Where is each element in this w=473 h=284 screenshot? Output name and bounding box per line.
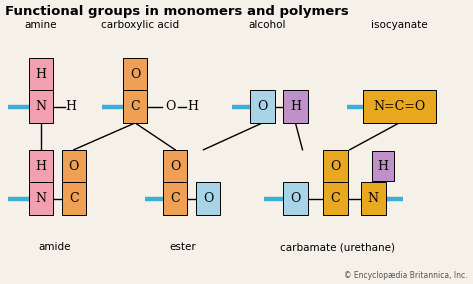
Text: C: C xyxy=(130,100,140,113)
Text: carboxylic acid: carboxylic acid xyxy=(101,20,179,30)
FancyBboxPatch shape xyxy=(283,90,308,123)
Text: O: O xyxy=(165,100,175,113)
Text: amine: amine xyxy=(25,20,57,30)
Text: O: O xyxy=(290,192,301,205)
Text: C: C xyxy=(331,192,341,205)
Text: C: C xyxy=(69,192,79,205)
Text: N: N xyxy=(35,192,46,205)
FancyBboxPatch shape xyxy=(323,150,348,182)
Text: Functional groups in monomers and polymers: Functional groups in monomers and polyme… xyxy=(5,5,349,18)
Text: H: H xyxy=(35,160,46,172)
Text: O: O xyxy=(170,160,180,172)
Text: H: H xyxy=(35,68,46,81)
Text: © Encyclopædia Britannica, Inc.: © Encyclopædia Britannica, Inc. xyxy=(344,272,468,281)
FancyBboxPatch shape xyxy=(61,150,86,182)
Text: alcohol: alcohol xyxy=(248,20,286,30)
FancyBboxPatch shape xyxy=(163,182,187,215)
Text: H: H xyxy=(188,100,199,113)
Text: ester: ester xyxy=(169,242,196,252)
Text: O: O xyxy=(203,192,213,205)
Text: O: O xyxy=(130,68,140,81)
FancyBboxPatch shape xyxy=(363,90,436,123)
FancyBboxPatch shape xyxy=(250,90,275,123)
Text: O: O xyxy=(257,100,268,113)
FancyBboxPatch shape xyxy=(28,182,53,215)
FancyBboxPatch shape xyxy=(361,182,385,215)
FancyBboxPatch shape xyxy=(28,58,53,90)
Text: isocyanate: isocyanate xyxy=(371,20,428,30)
FancyBboxPatch shape xyxy=(283,182,308,215)
FancyBboxPatch shape xyxy=(61,182,86,215)
Text: carbamate (urethane): carbamate (urethane) xyxy=(280,242,395,252)
FancyBboxPatch shape xyxy=(163,150,187,182)
Text: O: O xyxy=(330,160,341,172)
Text: H: H xyxy=(377,160,389,172)
Text: H: H xyxy=(290,100,301,113)
FancyBboxPatch shape xyxy=(123,58,148,90)
FancyBboxPatch shape xyxy=(28,150,53,182)
FancyBboxPatch shape xyxy=(28,90,53,123)
Text: C: C xyxy=(170,192,180,205)
Text: N: N xyxy=(368,192,379,205)
FancyBboxPatch shape xyxy=(196,182,220,215)
Text: N: N xyxy=(35,100,46,113)
Text: H: H xyxy=(65,100,77,113)
Text: amide: amide xyxy=(39,242,71,252)
FancyBboxPatch shape xyxy=(372,151,394,181)
Text: O: O xyxy=(69,160,79,172)
FancyBboxPatch shape xyxy=(323,182,348,215)
FancyBboxPatch shape xyxy=(123,90,148,123)
Text: N=C=O: N=C=O xyxy=(373,100,425,113)
